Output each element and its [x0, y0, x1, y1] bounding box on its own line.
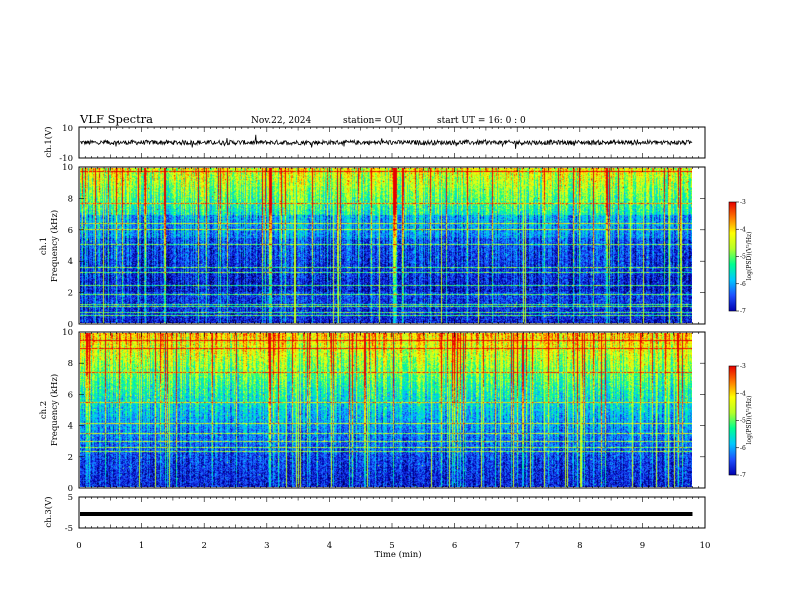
ch3-ytick-top: 5 — [68, 493, 73, 503]
y-tick-label: 2 — [68, 453, 73, 463]
x-axis-label: Time (min) — [374, 549, 421, 560]
ch1-spectrogram-panel: 0 2 4 6 8 10 ch.1 Frequency (kHz) — [39, 163, 706, 330]
figure-title: VLF Spectra — [79, 112, 153, 126]
x-tick-label: 9 — [640, 541, 645, 551]
ch2-colorbar-gradient — [729, 366, 736, 475]
y-tick-label: 0 — [68, 320, 73, 330]
ch1-colorbar-gradient — [729, 202, 736, 311]
ch1-spectrogram-ylabel-top: ch.1 — [39, 237, 49, 255]
x-tick-label: 6 — [452, 541, 457, 551]
ch2-spectrogram-ylabel: Frequency (kHz) — [49, 374, 60, 446]
ch2-colorbar-label: log(PSD)(V²/Hz) — [746, 396, 753, 445]
ch1-ylabel: ch.1(V) — [43, 126, 54, 157]
ch1-colorbar: -3 -4 -5 -6 -7 log(PSD)(V²/Hz) — [728, 199, 753, 315]
ch2-spectrogram-yticks: 0 2 4 6 8 10 — [62, 328, 705, 494]
ch3-ylabel: ch.3(V) — [43, 496, 54, 527]
station-label: station= OUJ — [343, 116, 403, 126]
colorbar-tick-label: -3 — [740, 363, 746, 370]
ch2-colorbar-ticks: -3 -4 -5 -6 -7 — [736, 363, 746, 479]
colorbar-tick-label: -5 — [740, 418, 746, 425]
x-tick-label: 3 — [264, 541, 269, 551]
ch1-colorbar-label: log(PSD)(V²/Hz) — [746, 232, 753, 281]
x-tick-label: 1 — [139, 541, 144, 551]
ch2-spectrogram-panel: 0 2 4 6 8 10 ch.2 Frequency (kHz) — [39, 328, 706, 494]
ch3-panel: 5 -5 ch.3(V) — [43, 493, 706, 534]
colorbar-tick-label: -4 — [740, 390, 746, 397]
ch1-ytick-top: 10 — [62, 124, 73, 134]
ch1-spectrogram-ylabel: Frequency (kHz) — [49, 210, 60, 282]
ch2-spectrogram-xticks — [78, 332, 706, 488]
colorbar-tick-label: -5 — [740, 254, 746, 261]
ch2-colorbar: -3 -4 -5 -6 -7 log(PSD)(V²/Hz) — [728, 363, 753, 479]
ch1-spectrogram-yticks: 0 2 4 6 8 10 — [62, 163, 705, 330]
ch1-xticks — [78, 127, 706, 158]
x-tick-label: 10 — [700, 541, 711, 551]
colorbar-tick-label: -4 — [740, 226, 746, 233]
colorbar-tick-label: -6 — [740, 281, 746, 288]
y-tick-label: 2 — [68, 289, 73, 299]
x-tick-label: 5 — [389, 541, 394, 551]
colorbar-tick-label: -6 — [740, 445, 746, 452]
ch1-colorbar-ticks: -3 -4 -5 -6 -7 — [736, 199, 746, 315]
colorbar-tick-label: -3 — [740, 199, 746, 206]
ch1-panel: 10 -10 ch.1(V) — [43, 124, 706, 164]
y-tick-label: 4 — [68, 422, 73, 432]
x-tick-labels: 0 1 2 3 4 5 6 7 8 9 10 — [76, 541, 710, 551]
date-label: Nov.22, 2024 — [251, 116, 312, 126]
start-ut-label: start UT = 16: 0 : 0 — [437, 116, 526, 126]
y-tick-label: 6 — [68, 390, 73, 400]
ch3-xticks — [78, 497, 706, 528]
ch1-trace — [79, 134, 693, 149]
ch1-spectrogram-xticks — [78, 167, 706, 324]
y-tick-label: 4 — [68, 257, 73, 267]
x-tick-label: 0 — [76, 541, 81, 551]
y-tick-label: 8 — [68, 194, 73, 204]
x-tick-label: 8 — [577, 541, 582, 551]
ch1-spectrogram-image — [80, 168, 692, 323]
y-tick-label: 10 — [62, 328, 73, 338]
y-tick-label: 6 — [68, 226, 73, 236]
y-tick-label: 8 — [68, 359, 73, 369]
ch2-spectrogram-ylabel-top: ch.2 — [39, 401, 49, 419]
x-tick-label: 4 — [327, 541, 332, 551]
ch1-ytick-bottom: -10 — [59, 154, 73, 164]
ch3-ytick-bottom: -5 — [65, 524, 73, 534]
x-tick-label: 2 — [201, 541, 206, 551]
y-tick-label: 0 — [68, 484, 73, 494]
ch2-spectrogram-image — [80, 333, 692, 487]
colorbar-tick-label: -7 — [740, 472, 746, 479]
y-tick-label: 10 — [62, 163, 73, 173]
x-tick-label: 7 — [514, 541, 519, 551]
colorbar-tick-label: -7 — [740, 308, 746, 315]
